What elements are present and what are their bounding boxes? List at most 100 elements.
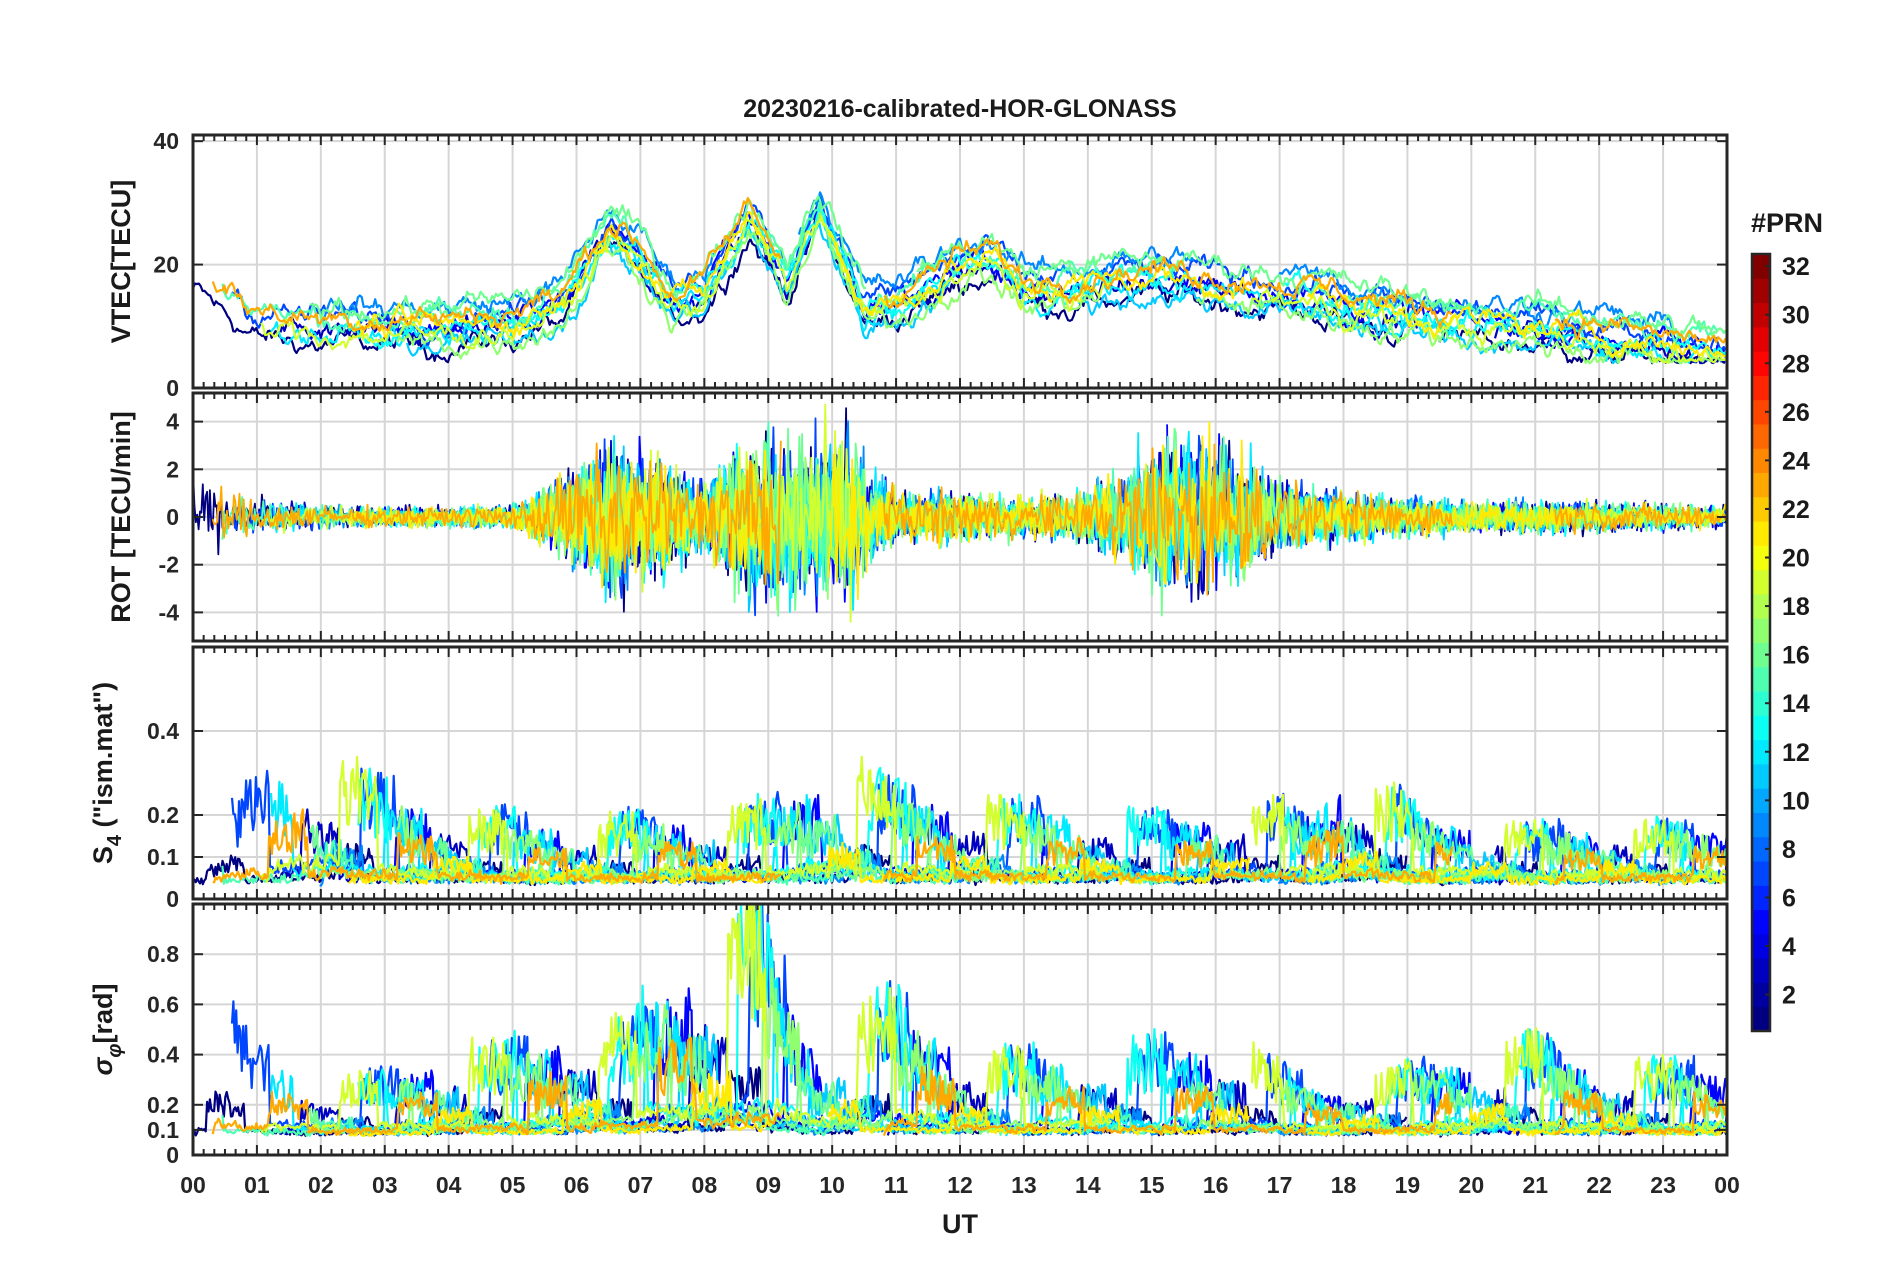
series-line-prn-19-arc-1 xyxy=(1251,288,1726,364)
y-axis-label-s4: S4 ("ism.mat") xyxy=(88,682,126,864)
x-tick-label: 22 xyxy=(1586,1172,1612,1198)
y-axis-rot: -4 -2 0 2 4 xyxy=(159,409,1727,625)
series-line-prn-23-arc-2 xyxy=(1554,501,1727,536)
series-line-prn-19-arc-1 xyxy=(1251,1027,1727,1135)
series-line-prn-23-arc-0 xyxy=(211,440,782,586)
x-tick-marks-vtec xyxy=(192,135,1728,388)
chart-title: 20230216-calibrated-HOR-GLONASS xyxy=(743,95,1176,123)
colorbar-segment-prn-18 xyxy=(1752,593,1770,619)
y-tick-label-rot: -2 xyxy=(159,552,179,578)
colorbar-segment-prn-8 xyxy=(1752,836,1770,862)
x-tick-label: 09 xyxy=(755,1172,781,1198)
colorbar-tick-label: 12 xyxy=(1782,739,1810,767)
colorbar-tick-label: 10 xyxy=(1782,787,1810,815)
colorbar-segment-prn-31 xyxy=(1752,278,1770,304)
series-line-prn-23-arc-2 xyxy=(1554,1088,1727,1136)
colorbar-tick-label: 22 xyxy=(1782,496,1810,524)
series-line-prn-19-arc-0 xyxy=(260,215,1112,351)
colorbar-segment-prn-1 xyxy=(1752,1006,1770,1032)
colorbar-segment-prn-7 xyxy=(1752,861,1770,886)
x-tick-label: 12 xyxy=(947,1172,973,1198)
colorbar-segment-prn-23 xyxy=(1752,472,1770,498)
x-tick-label: 21 xyxy=(1522,1172,1548,1198)
series-line-prn-23-arc-1 xyxy=(883,238,1453,329)
colorbar-tick-label: 18 xyxy=(1782,593,1810,621)
x-tick-label: 03 xyxy=(372,1172,398,1198)
x-tick-marks-s4 xyxy=(192,647,1728,899)
colorbar-segment-prn-17 xyxy=(1752,618,1770,643)
series-line-prn-21-arc-1 xyxy=(827,421,1250,600)
x-tick-label: 02 xyxy=(308,1172,334,1198)
colorbar-segment-prn-4 xyxy=(1752,933,1770,959)
colorbar-tick-label: 2 xyxy=(1782,982,1796,1010)
series-line-prn-15-arc-0 xyxy=(221,210,632,334)
colorbar-segment-prn-15 xyxy=(1752,666,1770,692)
series-sigphi xyxy=(193,904,1727,1138)
colorbar-tick-label: 26 xyxy=(1782,399,1810,427)
y-axis-label-vtec: VTEC[TECU] xyxy=(106,180,136,344)
colorbar-segment-prn-5 xyxy=(1752,909,1770,935)
x-tick-label: 16 xyxy=(1203,1172,1229,1198)
colorbar-tick-label: 28 xyxy=(1782,350,1810,378)
x-tick-label: 08 xyxy=(692,1172,718,1198)
colorbar-tick-label: 20 xyxy=(1782,545,1810,573)
x-tick-label: 11 xyxy=(884,1172,909,1198)
colorbar-tick-label: 30 xyxy=(1782,302,1810,330)
y-axis-label-sigphi: σφ[rad] xyxy=(88,984,126,1076)
series-line-prn-23-arc-2 xyxy=(1554,316,1727,344)
series-line-prn-23-arc-1 xyxy=(883,443,1453,596)
series-line-prn-19-arc-0 xyxy=(260,904,1112,1134)
x-tick-label: 04 xyxy=(436,1172,462,1198)
colorbar-segment-prn-10 xyxy=(1752,788,1770,813)
colorbar-segment-prn-11 xyxy=(1752,763,1770,789)
x-tick-label: 17 xyxy=(1267,1172,1293,1198)
y-axis-vtec: 0 20 40 xyxy=(153,128,1727,401)
series-line-prn-9-arc-2 xyxy=(1277,263,1675,330)
x-tick-label: 05 xyxy=(500,1172,526,1198)
x-tick-label: 14 xyxy=(1075,1172,1101,1198)
colorbar-tick-label: 32 xyxy=(1782,253,1810,281)
y-tick-label-rot: -4 xyxy=(159,599,180,625)
series-line-prn-17-arc-0 xyxy=(396,967,1100,1134)
y-tick-label-s4: 0.2 xyxy=(147,802,179,828)
series-vtec xyxy=(193,191,1727,365)
series-rot xyxy=(193,403,1727,623)
colorbar-segment-prn-28 xyxy=(1752,351,1770,376)
colorbar-tick-label: 24 xyxy=(1782,447,1810,475)
colorbar-segment-prn-26 xyxy=(1752,399,1770,425)
colorbar-tick-label: 6 xyxy=(1782,884,1796,912)
x-tick-label: 15 xyxy=(1139,1172,1165,1198)
series-line-prn-15-arc-2 xyxy=(1307,279,1719,344)
colorbar-segment-prn-14 xyxy=(1752,691,1770,716)
y-tick-label-vtec: 0 xyxy=(166,375,179,401)
colorbar-segments xyxy=(1750,252,1772,1033)
series-line-prn-21-arc-0 xyxy=(348,210,770,339)
panel-vtec: 0 20 40 VTEC[TECU] xyxy=(106,128,1729,401)
colorbar-tick-label: 4 xyxy=(1782,933,1796,961)
colorbar-segment-prn-16 xyxy=(1752,642,1770,668)
x-tick-label: 20 xyxy=(1459,1172,1485,1198)
panel-s4: 0 0.1 0.2 0.4 S4 ("ism.mat") xyxy=(88,645,1729,912)
x-tick-label: 10 xyxy=(819,1172,845,1198)
colorbar-frame xyxy=(1750,252,1772,1033)
series-line-prn-23-arc-0 xyxy=(211,1036,782,1137)
y-axis-label-rot: ROT [TECU/min] xyxy=(106,411,136,622)
x-tick-label: 01 xyxy=(244,1172,270,1198)
y-tick-label-s4: 0 xyxy=(166,886,179,912)
colorbar-segment-prn-19 xyxy=(1752,569,1770,595)
y-tick-label-sigphi: 0.8 xyxy=(147,941,179,967)
y-tick-label-sigphi: 0 xyxy=(166,1142,179,1168)
series-line-prn-17-arc-0 xyxy=(396,211,1101,360)
y-axis-sigphi: 00.10.2 0.4 0.6 0.8 xyxy=(147,941,1727,1168)
series-line-prn-1-arc-3 xyxy=(1438,325,1726,365)
series-line-prn-21-arc-0 xyxy=(348,854,771,886)
series-line-prn-23-arc-2 xyxy=(1554,845,1727,885)
x-tick-label: 06 xyxy=(564,1172,590,1198)
x-tick-label: 19 xyxy=(1395,1172,1421,1198)
y-tick-label-sigphi: 0.4 xyxy=(147,1042,179,1068)
series-line-prn-23-arc-1 xyxy=(882,1065,1454,1136)
series-line-prn-21-arc-2 xyxy=(1306,1102,1727,1137)
series-line-prn-19-arc-1 xyxy=(1251,781,1727,882)
